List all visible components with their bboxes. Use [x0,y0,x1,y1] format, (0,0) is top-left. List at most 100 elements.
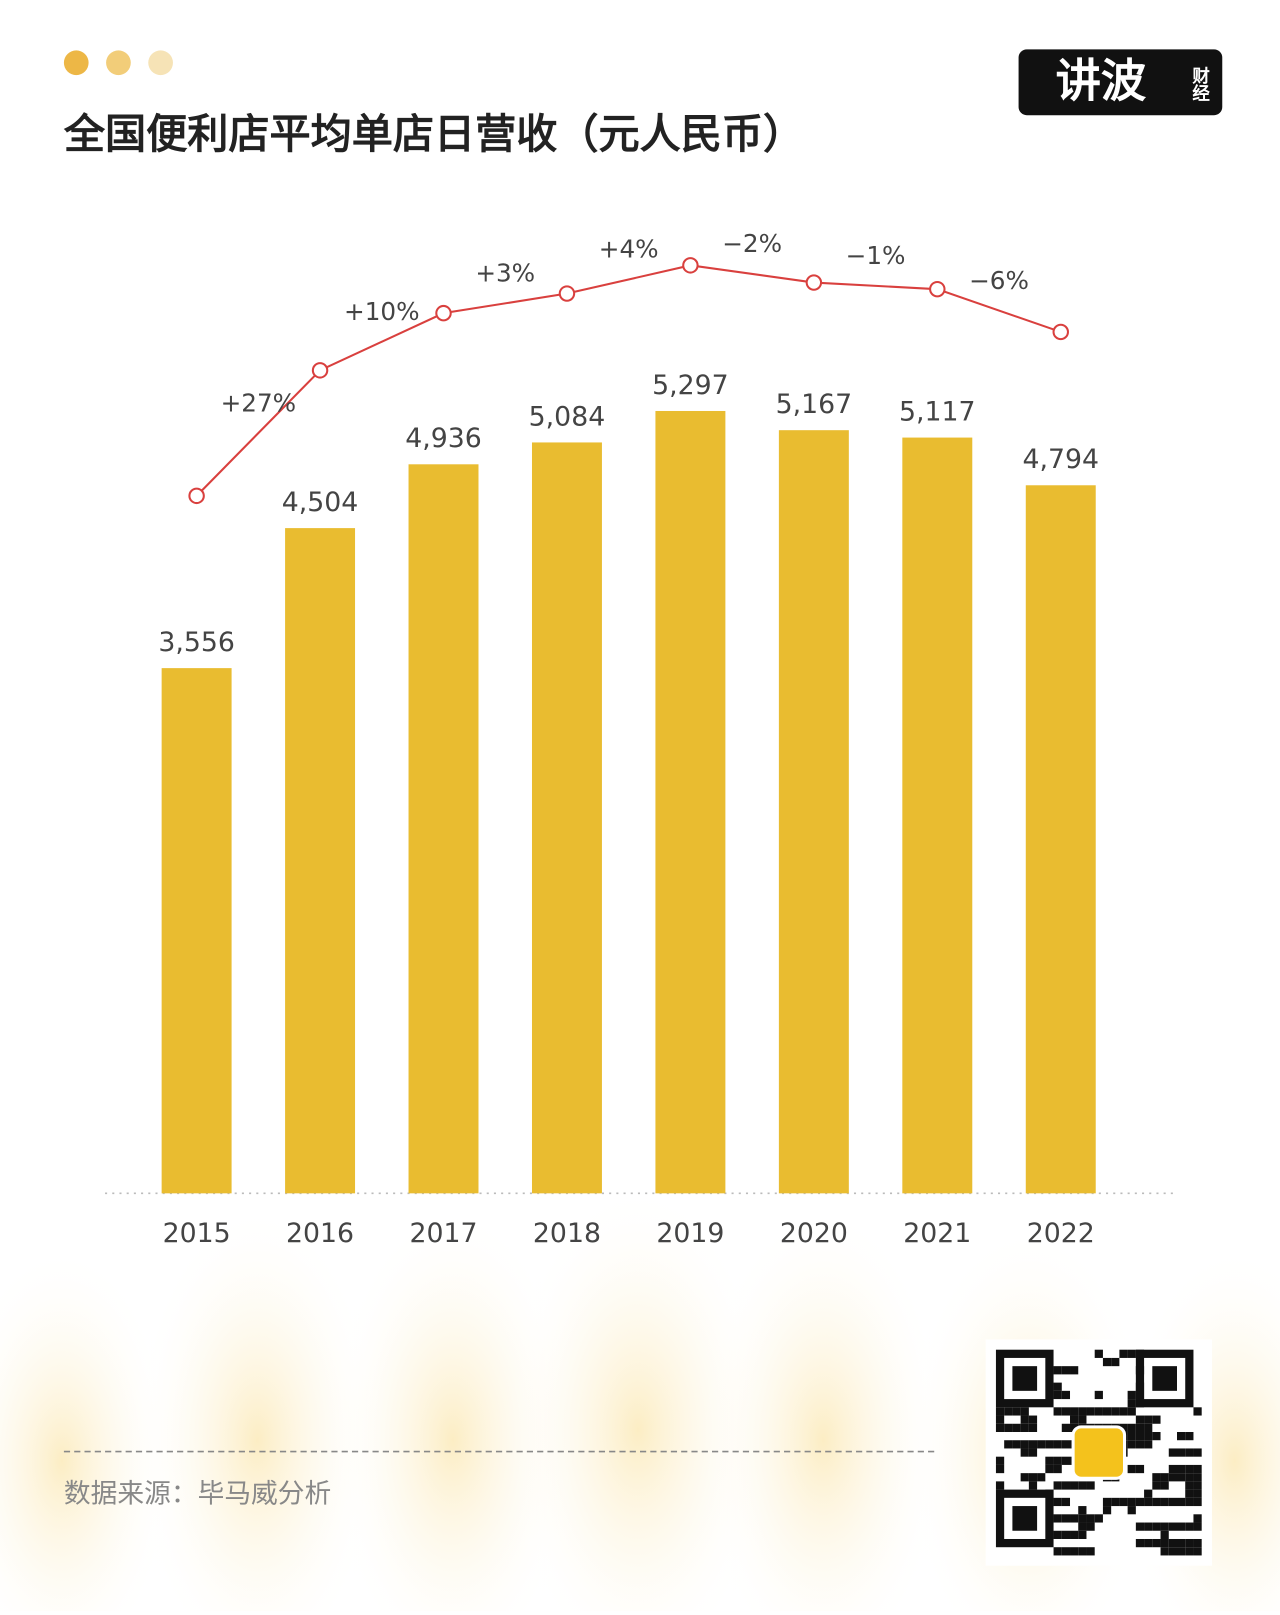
trend-line [195,264,1062,497]
qr-cell [995,1456,1005,1465]
qr-cell [1185,1464,1194,1474]
qr-cell [1028,1423,1038,1432]
qr-cell [1037,1473,1046,1482]
qr-cell [1144,1489,1153,1498]
x-tick-label: 2022 [1027,1218,1095,1249]
qr-cell [1020,1407,1029,1416]
qr-cell [1193,1497,1202,1507]
qr-cell [1004,1423,1013,1432]
logo: 讲波 财经 [1018,49,1223,116]
qr-cell [1160,1522,1169,1531]
qr-cell [1086,1514,1095,1523]
qr-finder [1135,1349,1194,1408]
qr-cell [1078,1506,1087,1515]
qr-cell [1061,1481,1071,1490]
qr-cell [1012,1407,1021,1416]
qr-cell [1127,1399,1136,1408]
qr-cell [1020,1448,1029,1457]
qr-cell [1111,1357,1120,1367]
growth-label: +10% [344,297,420,326]
qr-cell [1144,1497,1153,1507]
qr-cell [1193,1448,1202,1457]
qr-cell [1053,1390,1062,1400]
qr-cell [995,1423,1005,1432]
qr-cell [1144,1522,1153,1531]
qr-cell [1004,1407,1013,1416]
qr-cell [1086,1522,1095,1531]
qr-cell [1020,1440,1029,1449]
qr-cell [1135,1423,1145,1432]
qr-cell [1119,1497,1128,1507]
qr-cell [1028,1481,1038,1490]
qr-cell [1185,1432,1194,1441]
trend-point [435,304,452,322]
qr-cell [1053,1497,1062,1507]
qr-cell [1185,1497,1194,1507]
growth-label: +4% [599,235,659,264]
dot [63,50,89,76]
trend-point [1052,323,1069,341]
qr-cell [1160,1473,1169,1482]
qr-cell [1160,1481,1169,1490]
qr-cell [1152,1538,1161,1548]
qr-cell [1177,1547,1186,1556]
qr-cell [1152,1522,1161,1531]
qr-cell [1152,1415,1161,1424]
growth-label: +27% [221,388,297,417]
qr-cell [995,1481,1005,1490]
qr-cell [1160,1530,1169,1539]
qr-cell [1102,1407,1112,1416]
qr-cell [1152,1481,1161,1490]
qr-cell [1012,1440,1021,1449]
qr-cell [1135,1440,1145,1449]
qr-cell [1094,1349,1103,1358]
qr-cell [1020,1423,1029,1432]
qr-cell [1160,1547,1169,1556]
qr-cell [1070,1415,1079,1424]
qr-cell [1127,1440,1136,1449]
qr-cell [1152,1497,1161,1507]
qr-cell [1053,1547,1062,1556]
x-tick-label: 2019 [656,1218,724,1249]
qr-cell [1185,1547,1194,1556]
qr-finder [1012,1366,1038,1391]
qr-cell [1102,1497,1112,1507]
qr-cell [1185,1473,1194,1482]
trend-point [188,487,205,505]
qr-cell [1028,1440,1038,1449]
qr-cell [1168,1538,1177,1548]
value-label: 4,794 [1022,444,1099,475]
qr-cell [1045,1440,1054,1449]
qr-cell [1152,1473,1161,1482]
qr-cell [1053,1440,1062,1449]
qr-cell [1168,1448,1177,1457]
qr-cell [1070,1366,1079,1375]
qr-cell [1070,1481,1079,1490]
qr-cell [1078,1547,1087,1556]
x-tick-label: 2021 [903,1218,971,1249]
qr-cell [1185,1538,1194,1548]
dot [106,50,131,76]
qr-cell [1061,1547,1071,1556]
x-tick-label: 2016 [286,1218,354,1249]
qr-cell [1168,1522,1177,1531]
qr-cell [1119,1407,1128,1416]
bar [902,437,973,1194]
qr-cell [1061,1530,1071,1539]
qr-cell [1177,1448,1186,1457]
qr-cell [1127,1506,1136,1515]
qr-cell [1111,1497,1120,1507]
qr-cell [1053,1456,1062,1465]
qr-finder [1012,1506,1038,1531]
qr-cell [1144,1415,1153,1424]
qr-cell [1168,1497,1177,1507]
qr-cell [1053,1530,1062,1539]
qr-cell [1193,1473,1202,1482]
x-tick-label: 2017 [409,1218,477,1249]
qr-cell [1102,1357,1112,1367]
qr-cell [1020,1473,1029,1482]
value-label: 4,936 [405,423,482,454]
bar [531,442,602,1194]
qr-finder [995,1349,1054,1408]
